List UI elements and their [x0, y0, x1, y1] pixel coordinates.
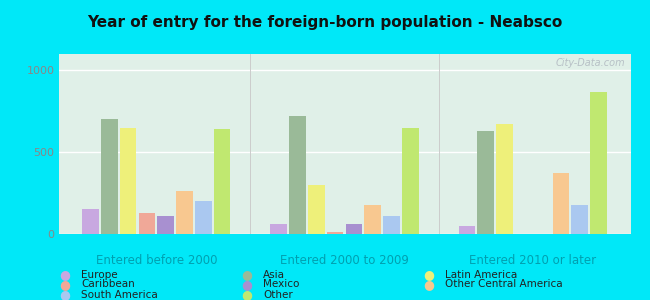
Bar — [402, 128, 419, 234]
Bar — [327, 232, 343, 234]
Bar — [571, 206, 588, 234]
Text: ●: ● — [242, 288, 252, 300]
Bar — [214, 129, 231, 234]
Text: South America: South America — [81, 290, 158, 300]
Bar — [496, 124, 513, 234]
Bar — [552, 173, 569, 234]
Text: City-Data.com: City-Data.com — [555, 58, 625, 68]
Bar — [289, 116, 306, 234]
Bar — [308, 185, 324, 234]
Text: ●: ● — [242, 268, 252, 281]
Text: Caribbean: Caribbean — [81, 279, 135, 290]
Text: Year of entry for the foreign-born population - Neabsco: Year of entry for the foreign-born popul… — [87, 15, 563, 30]
Text: Entered 2000 to 2009: Entered 2000 to 2009 — [280, 254, 409, 268]
Bar — [458, 226, 475, 234]
Text: Other: Other — [263, 290, 293, 300]
Bar — [101, 119, 118, 234]
Bar — [195, 201, 212, 234]
Bar — [590, 92, 607, 234]
Text: Asia: Asia — [263, 269, 285, 280]
Text: ●: ● — [60, 268, 70, 281]
Bar — [384, 216, 400, 234]
Text: Mexico: Mexico — [263, 279, 300, 290]
Text: ●: ● — [60, 278, 70, 291]
Text: Entered 2010 or later: Entered 2010 or later — [469, 254, 596, 268]
Bar — [157, 216, 174, 234]
Text: Europe: Europe — [81, 269, 118, 280]
Text: ●: ● — [424, 278, 434, 291]
Bar — [138, 213, 155, 234]
Text: ●: ● — [242, 278, 252, 291]
Text: Other Central America: Other Central America — [445, 279, 563, 290]
Text: ●: ● — [60, 288, 70, 300]
Bar — [477, 131, 494, 234]
Text: Latin America: Latin America — [445, 269, 517, 280]
Bar — [346, 224, 362, 234]
Bar — [270, 224, 287, 234]
Bar — [120, 128, 136, 234]
Text: ●: ● — [424, 268, 434, 281]
Text: Entered before 2000: Entered before 2000 — [96, 254, 217, 268]
Bar — [82, 209, 99, 234]
Bar — [365, 206, 381, 234]
Bar — [176, 191, 193, 234]
